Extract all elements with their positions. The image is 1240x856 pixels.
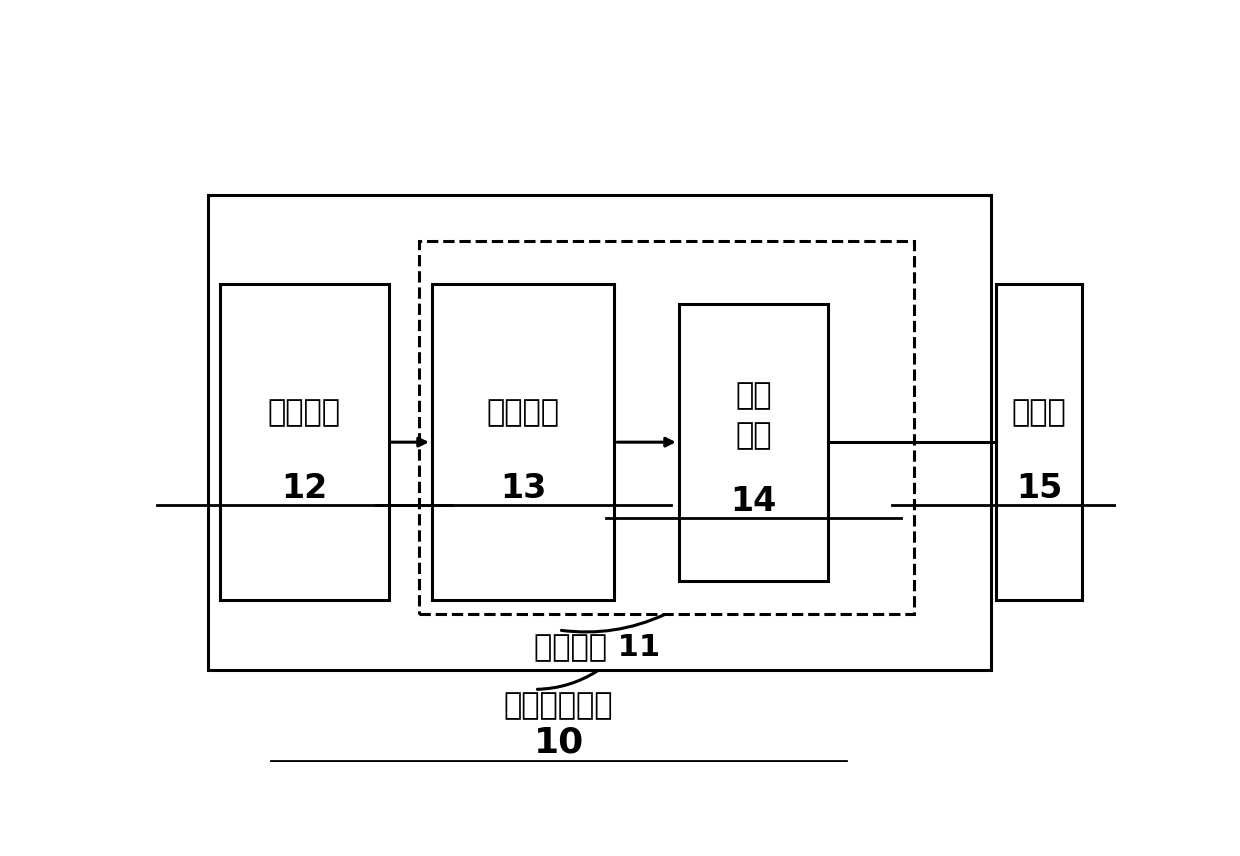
Text: 13: 13: [500, 472, 547, 505]
Text: 微处理器: 微处理器: [268, 398, 341, 427]
Bar: [419, 241, 914, 614]
Bar: [996, 284, 1083, 600]
Bar: [678, 304, 828, 580]
Bar: [221, 284, 388, 600]
Text: 电磁阀: 电磁阀: [1012, 398, 1066, 427]
Bar: [432, 284, 614, 600]
Text: 接口: 接口: [735, 421, 771, 450]
Text: 10: 10: [533, 725, 584, 759]
Text: 14: 14: [730, 485, 776, 518]
Text: 12: 12: [281, 472, 327, 505]
Bar: [208, 195, 991, 669]
Text: 开关元件: 开关元件: [486, 398, 559, 427]
Text: 开关单元 11: 开关单元 11: [534, 632, 660, 661]
Text: 输出: 输出: [735, 382, 771, 411]
Text: 15: 15: [1016, 472, 1063, 505]
Text: 电磁阀控制器: 电磁阀控制器: [503, 692, 614, 720]
